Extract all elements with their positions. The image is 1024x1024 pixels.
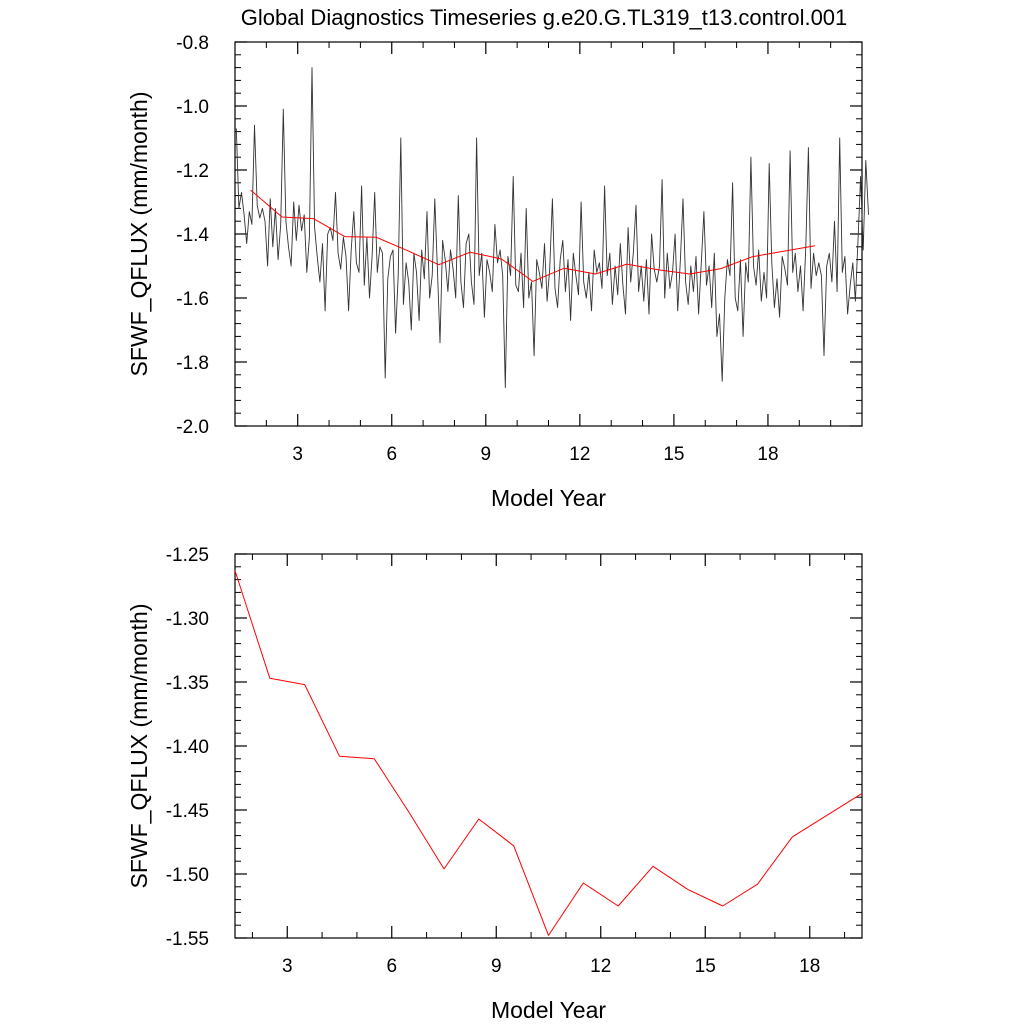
y-axis-label: SFWF_QFLUX (mm/month) [126, 92, 152, 377]
x-tick-label: 3 [282, 956, 293, 977]
x-tick-label: 3 [292, 444, 303, 465]
x-tick-label: 6 [386, 444, 397, 465]
y-tick-label: -1.4 [176, 225, 209, 246]
x-tick-label: 12 [569, 444, 590, 465]
monthly-series-line [235, 67, 869, 389]
x-tick-label: 15 [663, 444, 684, 465]
x-axis-label: Model Year [491, 485, 606, 511]
x-tick-label: 15 [695, 956, 716, 977]
chart-title: Global Diagnostics Timeseries g.e20.G.TL… [241, 5, 848, 30]
y-tick-label: -1.8 [176, 353, 209, 374]
annual-mean-line [234, 570, 863, 936]
x-tick-label: 9 [491, 956, 502, 977]
y-tick-label: -1.55 [166, 929, 209, 950]
x-tick-label: 6 [386, 956, 397, 977]
y-tick-label: -1.0 [176, 97, 209, 118]
y-tick-label: -0.8 [176, 33, 209, 54]
x-tick-label: 18 [799, 956, 820, 977]
bottom-plot: 3 6 9 12 15 18 -1.55 -1.50 -1.45 -1.40 -1.35 -1.30 -… [126, 545, 863, 1023]
annual-mean-line [250, 189, 816, 282]
y-tick-label: -1.25 [166, 545, 209, 566]
y-tick-label: -1.45 [166, 801, 209, 822]
x-tick-label: 9 [481, 444, 492, 465]
y-tick-label: -1.6 [176, 289, 209, 310]
y-axis-label: SFWF_QFLUX (mm/month) [126, 604, 152, 889]
x-tick-label: 18 [757, 444, 778, 465]
y-tick-label: -1.2 [176, 161, 209, 182]
y-tick-label: -1.40 [166, 737, 209, 758]
y-tick-label: -1.50 [166, 865, 209, 886]
y-tick-label: -1.35 [166, 673, 209, 694]
top-plot: 3 6 9 12 15 18 -2.0 -1.8 -1.6 -1.4 -1.2 -1.0 -0.8 Mod… [126, 33, 869, 511]
y-tick-label: -2.0 [176, 417, 209, 438]
plot-frame [234, 553, 863, 939]
y-tick-label: -1.30 [166, 609, 209, 630]
x-tick-label: 12 [590, 956, 611, 977]
x-axis-label: Model Year [491, 997, 606, 1023]
